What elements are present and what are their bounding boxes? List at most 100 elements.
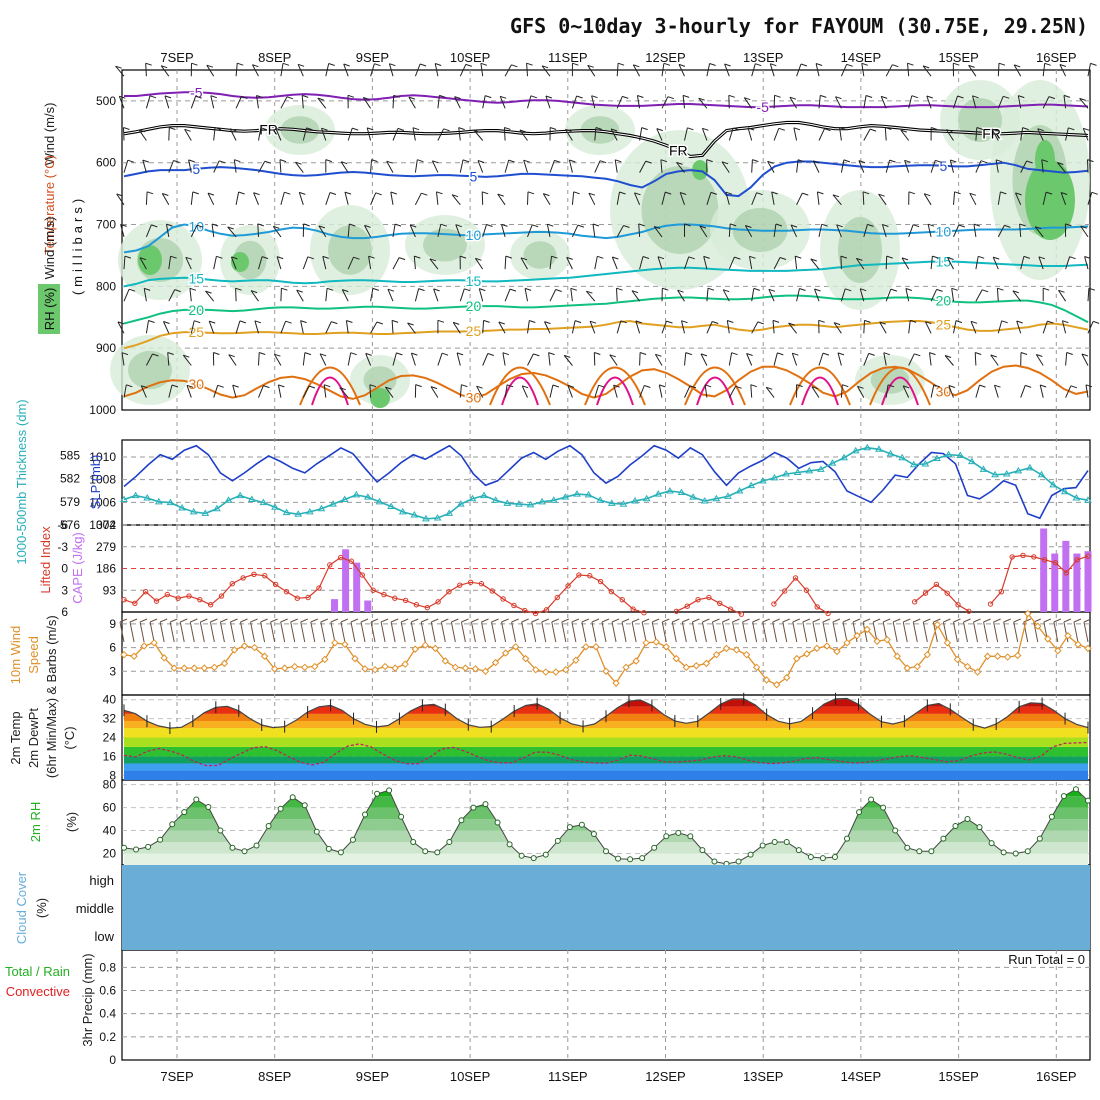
wind-barb: [679, 192, 685, 205]
wind-barb-flag: [121, 352, 129, 356]
wind-barb: [594, 160, 601, 173]
wind-barb: [476, 385, 484, 398]
wind-barb-flag: [440, 223, 447, 227]
wind-barb-flag: [901, 257, 909, 261]
wind-barb: [519, 129, 528, 141]
wind-barb: [996, 288, 999, 302]
rh-marker: [627, 856, 634, 863]
wind-barb: [208, 320, 215, 334]
wind-barb: [900, 129, 910, 141]
surface-wind-barb-flag: [662, 618, 670, 623]
surface-wind-barb: [671, 621, 677, 643]
wind-barb: [482, 320, 485, 334]
surface-wind-barb-flag: [491, 618, 499, 623]
wind-barb: [190, 95, 197, 109]
contour-label: 10: [936, 223, 952, 239]
wind-barb: [923, 193, 932, 206]
surface-wind-barb: [260, 621, 266, 643]
rh-marker: [169, 821, 176, 828]
surface-wind-barb: [470, 621, 476, 643]
wind-barb-flag: [706, 159, 713, 163]
wind-speed-marker: [803, 650, 811, 658]
contour-label: -5: [190, 84, 203, 100]
contour-label: 5: [940, 158, 948, 174]
wind-barb: [818, 95, 821, 109]
wind-barb: [816, 191, 820, 205]
wind-barb: [190, 191, 194, 205]
surface-wind-barb-flag: [260, 618, 268, 623]
surface-wind-barb: [782, 621, 788, 643]
wind-barb: [254, 320, 259, 334]
thickness-marker: [445, 509, 454, 516]
rh-marker: [940, 835, 947, 842]
wind-barb-flag: [631, 290, 639, 294]
thickness-marker: [143, 493, 152, 501]
wind-barb-flag: [766, 386, 773, 390]
rh-marker: [157, 836, 164, 843]
thickness-marker: [805, 466, 814, 474]
rh-shade-blob: [423, 228, 467, 262]
rh-tick: 40: [103, 824, 117, 838]
wind-barb: [300, 320, 304, 334]
contour-label: FR: [669, 142, 688, 158]
wind-barb-flag: [185, 256, 192, 260]
surface-wind-barb-flag: [340, 618, 349, 623]
wind-barb: [953, 191, 956, 205]
rh-shade-blob: [363, 366, 397, 394]
wind-barb-flag: [883, 352, 890, 356]
wind-barb-flag: [318, 225, 326, 229]
wind-barb: [143, 288, 147, 302]
wind-barb: [549, 289, 557, 302]
wind-barb-flag: [597, 255, 604, 259]
wind-barb: [929, 352, 932, 366]
thickness-marker: [1026, 463, 1034, 471]
wind-barb-flag: [417, 159, 424, 163]
wind-barb-flag: [432, 160, 439, 164]
surface-wind-barb: [250, 621, 256, 643]
wind-barb-flag: [929, 352, 936, 356]
surface-wind-barb: [199, 621, 205, 643]
wind-barb-flag: [519, 129, 527, 133]
contour-label: -5: [756, 99, 769, 115]
wind-barb-flag: [616, 287, 623, 291]
surface-wind-barb: [922, 621, 928, 643]
wind-barb: [430, 386, 439, 398]
surface-wind-barb-flag: [170, 618, 178, 623]
thickness-marker: [875, 445, 883, 452]
thickness-marker: [526, 500, 535, 508]
wind-barb: [924, 321, 932, 334]
wind-barb: [885, 64, 893, 77]
wind-barb-flag: [1004, 224, 1011, 228]
thickness-marker: [538, 497, 547, 505]
wind-barb: [635, 320, 641, 334]
wind-barb: [482, 353, 489, 366]
wind-barb-flag: [263, 385, 270, 389]
wind-barb-flag: [817, 191, 824, 195]
wind-barb: [526, 63, 528, 77]
wind-barb: [953, 320, 957, 334]
li-marker: [782, 588, 788, 594]
rh-shade-blob: [328, 225, 372, 275]
surface-wind-barb-flag: [893, 618, 901, 623]
wind-barb-flag: [822, 352, 830, 356]
surface-wind-barb-flag: [119, 618, 128, 623]
wind-barb-flag: [908, 191, 916, 195]
wind-barb-flag: [430, 386, 438, 390]
wind-speed-marker: [160, 654, 168, 662]
wind-barb-flag: [1001, 320, 1008, 324]
wind-barb: [182, 354, 192, 366]
thickness-marker: [131, 491, 140, 499]
wind-barb-flag: [441, 352, 449, 356]
li-marker: [500, 596, 506, 602]
rh-marker: [506, 841, 513, 848]
cape-tick: 93: [103, 583, 117, 597]
surface-wind-barb: [1083, 621, 1089, 643]
date-label-top: 15SEP: [938, 50, 978, 65]
wind-barb-flag: [321, 127, 328, 131]
surface-wind-barb: [460, 621, 466, 643]
wind-barb: [140, 385, 147, 398]
wind-barb-flag: [476, 385, 483, 389]
wind-barb-flag: [410, 224, 417, 228]
wind-barb-flag: [352, 127, 359, 131]
wind-barb: [997, 225, 1005, 238]
